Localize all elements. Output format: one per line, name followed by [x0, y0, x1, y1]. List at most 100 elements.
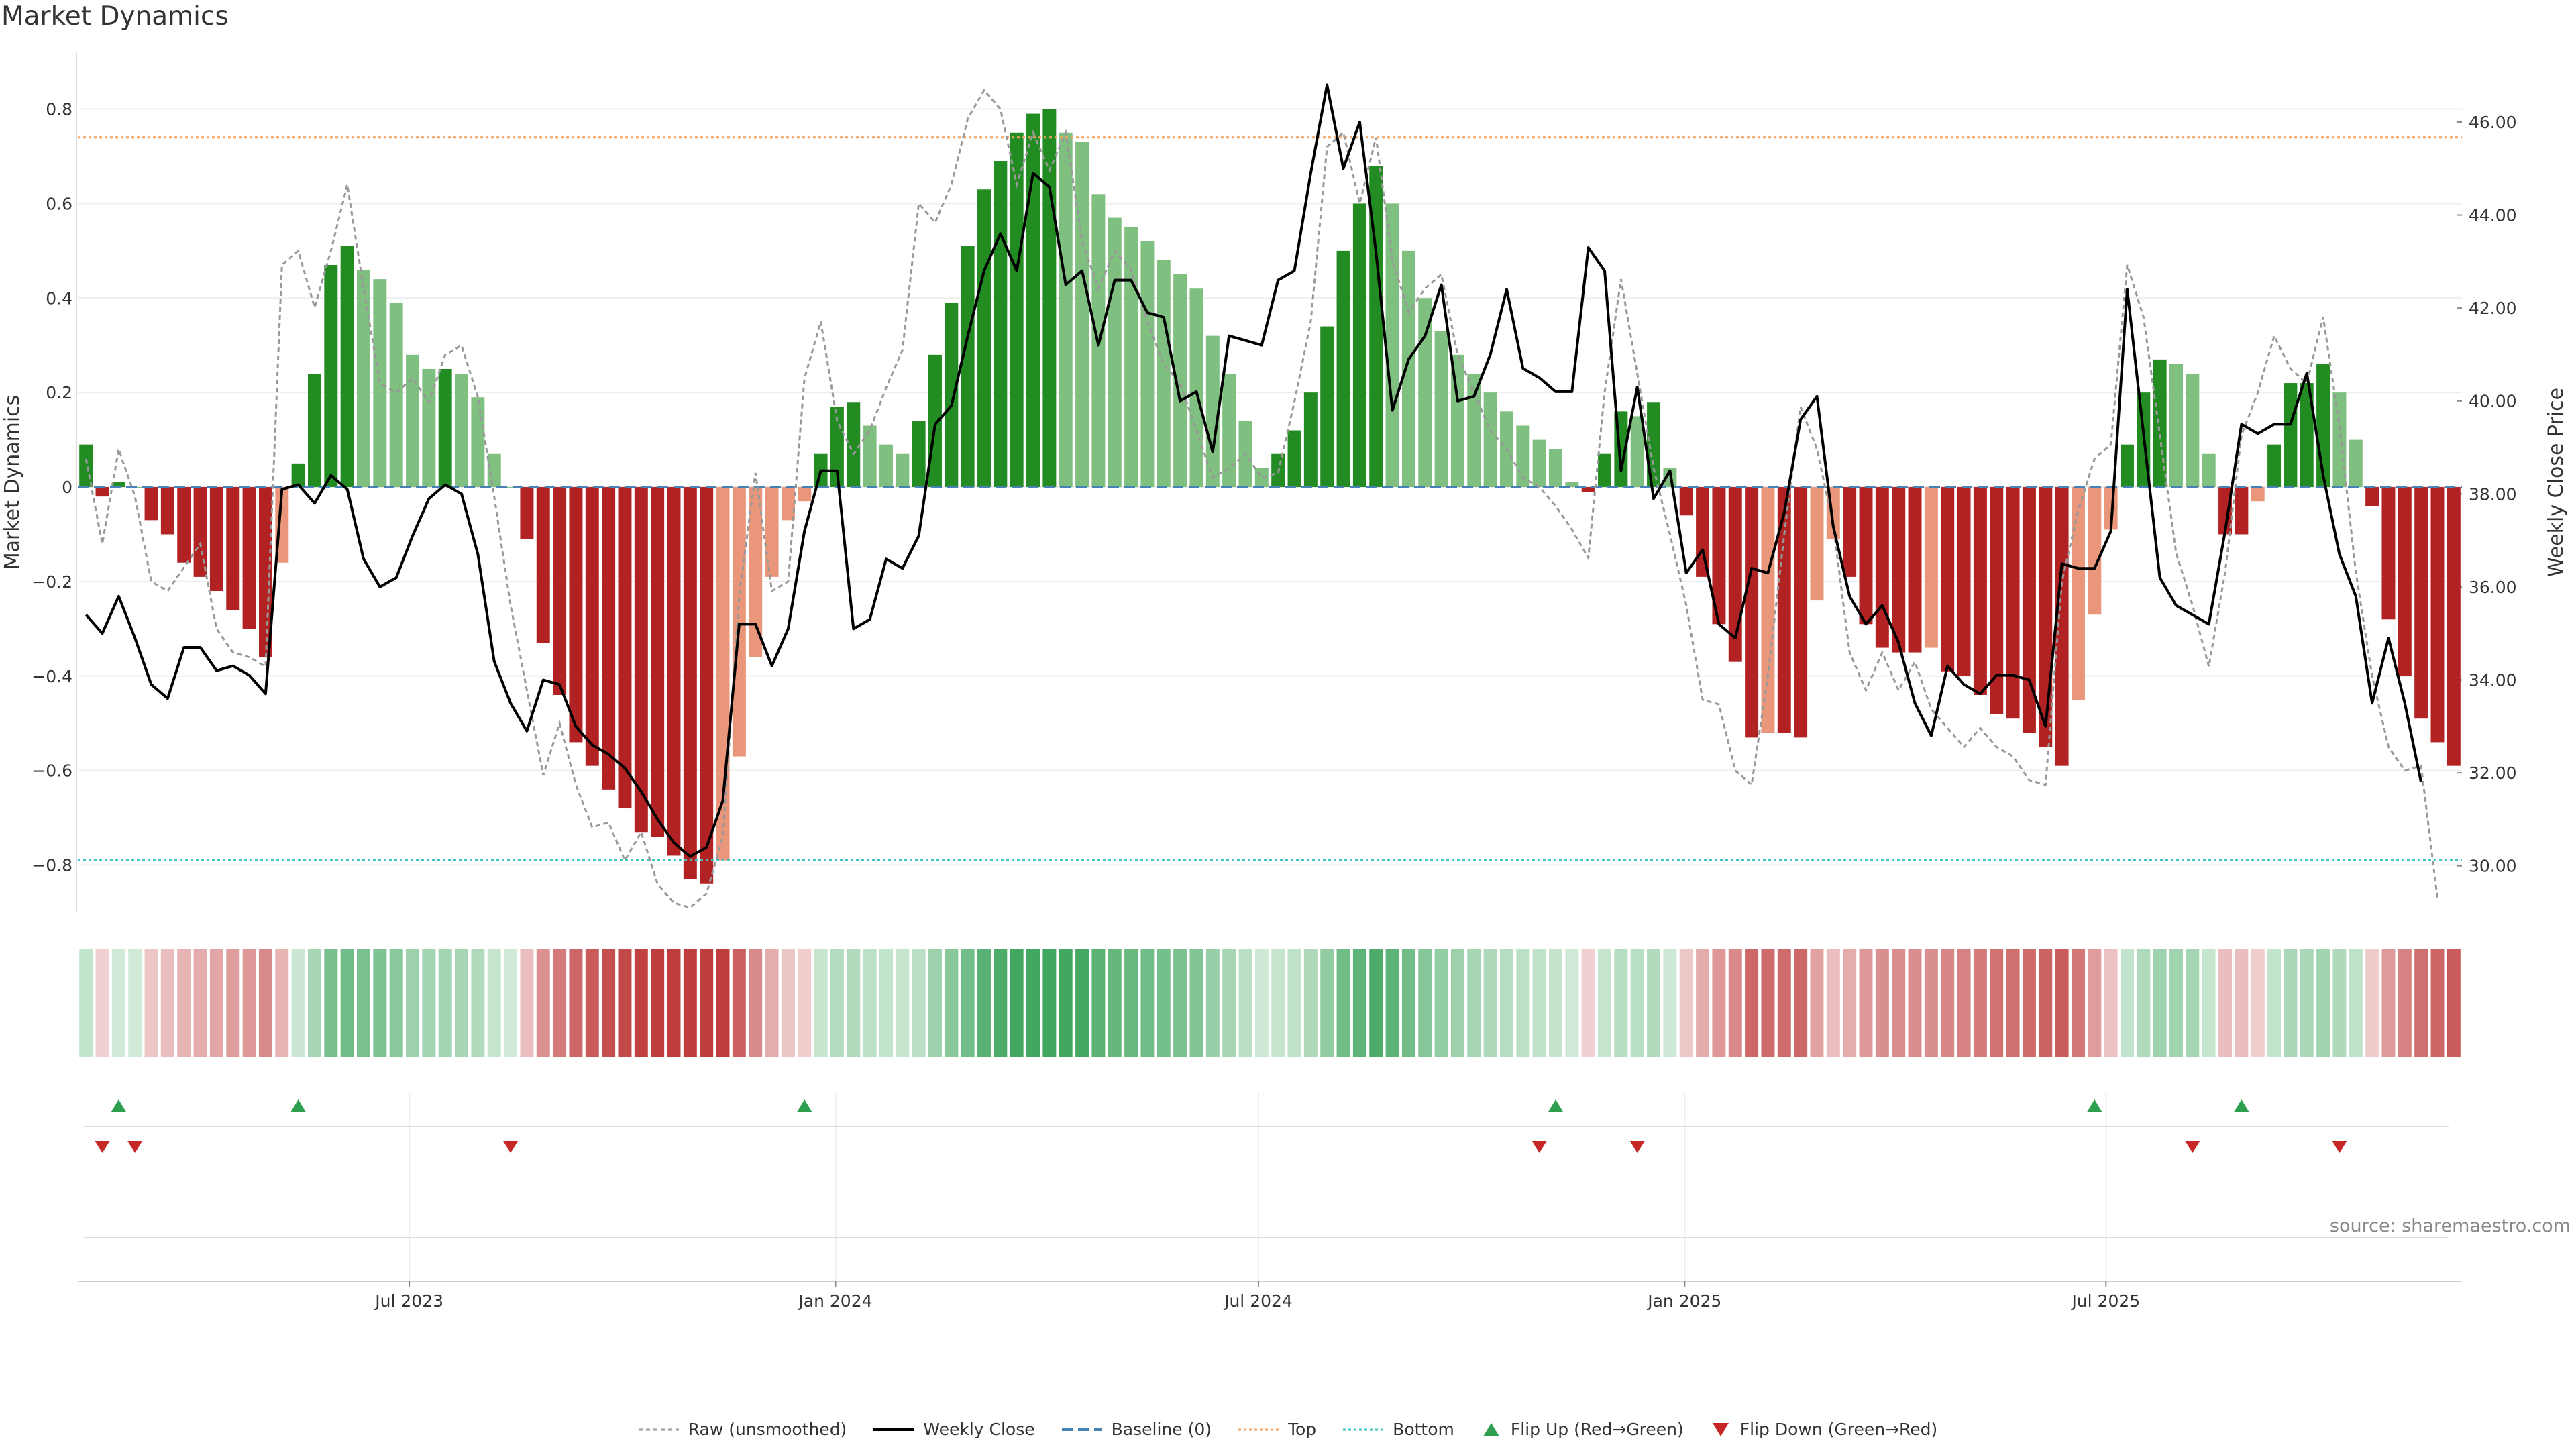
- dynamics-bar: [683, 487, 697, 879]
- heat-strip-cell: [732, 949, 746, 1057]
- dynamics-bar: [2022, 487, 2036, 733]
- flip-up-marker: [797, 1099, 812, 1112]
- heat-strip-cell: [2039, 949, 2053, 1057]
- dynamics-bar: [2284, 383, 2298, 488]
- heat-strip-cell: [406, 949, 420, 1057]
- heat-strip-cell: [504, 949, 518, 1057]
- weekly-close-line: [85, 83, 2423, 858]
- dynamics-bar: [1124, 227, 1138, 488]
- heat-strip-cell: [667, 949, 681, 1057]
- heat-strip-cell: [1941, 949, 1955, 1057]
- flip-up-marker: [290, 1099, 306, 1112]
- dynamics-bar: [912, 421, 926, 488]
- legend-close: Weekly Close: [873, 1419, 1035, 1439]
- heat-strip-cell: [2349, 949, 2363, 1057]
- dynamics-bar: [749, 487, 763, 657]
- dynamics-bar: [2088, 487, 2102, 615]
- dynamics-bar: [1059, 132, 1073, 488]
- dynamics-bar: [1794, 487, 1808, 738]
- right-tick-label: 40.00: [2469, 392, 2517, 411]
- heat-strip-cell: [2447, 949, 2461, 1057]
- heat-strip-cell: [1303, 949, 1318, 1057]
- heat-strip-cell: [2398, 949, 2412, 1057]
- heat-strip-cell: [2104, 949, 2118, 1057]
- right-tick-label: 44.00: [2469, 206, 2517, 225]
- dynamics-bar: [2055, 487, 2069, 766]
- heat-strip-cell: [1549, 949, 1562, 1057]
- heat-strip-cell: [291, 949, 305, 1057]
- dynamics-bar: [2365, 487, 2379, 506]
- heat-strip-cell: [651, 949, 665, 1057]
- heat-strip-cell: [1598, 949, 1612, 1057]
- dynamics-bar: [1205, 335, 1220, 488]
- right-tick-label: 46.00: [2469, 113, 2517, 132]
- dynamics-bar: [765, 487, 779, 577]
- dynamics-bar: [1565, 482, 1579, 488]
- dynamics-bar: [79, 444, 93, 488]
- heat-strip-cell: [1091, 949, 1106, 1057]
- heat-strip-cell: [1810, 949, 1824, 1057]
- dynamics-bar: [1761, 487, 1775, 733]
- heat-strip-cell: [2137, 949, 2151, 1057]
- heat-strip-cell: [520, 949, 534, 1057]
- dynamics-bar: [291, 463, 305, 488]
- dynamics-bar: [1010, 132, 1024, 488]
- flip-up-marker: [1548, 1099, 1563, 1112]
- heat-strip-cell: [487, 949, 501, 1057]
- heat-strip-cell: [2235, 949, 2249, 1057]
- dynamics-bar: [1189, 288, 1203, 488]
- dynamics-bar: [732, 487, 746, 757]
- dynamics-bar: [2120, 444, 2134, 488]
- dynamics-bar: [2006, 487, 2020, 719]
- heat-strip-cell: [1352, 949, 1366, 1057]
- heat-strip-cell: [79, 949, 93, 1057]
- heat-strip-cell: [209, 949, 223, 1057]
- legend-bottom-label: Bottom: [1393, 1419, 1454, 1439]
- heat-strip-cell: [2218, 949, 2233, 1057]
- legend: Raw (unsmoothed) Weekly Close Baseline (…: [0, 1419, 2576, 1439]
- heat-strip-cell: [814, 949, 828, 1057]
- left-tick-label: 0.6: [46, 194, 72, 213]
- heat-strip-cell: [2430, 949, 2445, 1057]
- left-axis-label: Market Dynamics: [1, 395, 24, 570]
- flip-up-marker: [111, 1099, 126, 1112]
- legend-raw: Raw (unsmoothed): [638, 1419, 847, 1439]
- heat-strip-cell: [1663, 949, 1677, 1057]
- legend-flip-down: Flip Down (Green→Red): [1711, 1419, 1937, 1439]
- dynamics-bar: [307, 373, 321, 488]
- heat-strip-cell: [1794, 949, 1808, 1057]
- left-tick-label: −0.8: [32, 856, 72, 875]
- dynamics-bar: [1108, 217, 1122, 488]
- dynamics-bar: [667, 487, 681, 856]
- dynamics-bar: [553, 487, 567, 695]
- raw-series-line: [85, 88, 2438, 909]
- heat-strip-cell: [177, 949, 191, 1057]
- heat-strip-cell: [2414, 949, 2428, 1057]
- dynamics-bar: [357, 270, 370, 488]
- left-tick-label: −0.2: [32, 572, 72, 592]
- heat-strip-cell: [1565, 949, 1579, 1057]
- flip-down-marker: [95, 1141, 110, 1153]
- heat-strip-cell: [1042, 949, 1057, 1057]
- dynamics-bar: [602, 487, 616, 790]
- dynamics-bar: [1892, 487, 1906, 653]
- heat-strip-cell: [438, 949, 452, 1057]
- dynamics-bar: [1385, 203, 1399, 488]
- heat-strip-cell: [2300, 949, 2314, 1057]
- dynamics-bar: [896, 453, 910, 488]
- heat-strip-cell: [471, 949, 485, 1057]
- dynamics-bar: [2169, 364, 2183, 488]
- heat-strip-cell: [1728, 949, 1742, 1057]
- dynamics-bar: [1140, 241, 1155, 488]
- dynamics-bar: [1222, 373, 1236, 488]
- dynamics-bar: [1467, 373, 1481, 488]
- dynamics-bar: [1549, 449, 1562, 488]
- dynamics-bar: [585, 487, 599, 766]
- heat-strip-cell: [553, 949, 567, 1057]
- heat-strip-cell: [1369, 949, 1383, 1057]
- heat-strip-cell: [1238, 949, 1252, 1057]
- x-tick-label: Jan 2024: [797, 1291, 872, 1311]
- x-tick-label: Jul 2025: [2070, 1291, 2140, 1311]
- dynamics-bar: [1647, 402, 1661, 488]
